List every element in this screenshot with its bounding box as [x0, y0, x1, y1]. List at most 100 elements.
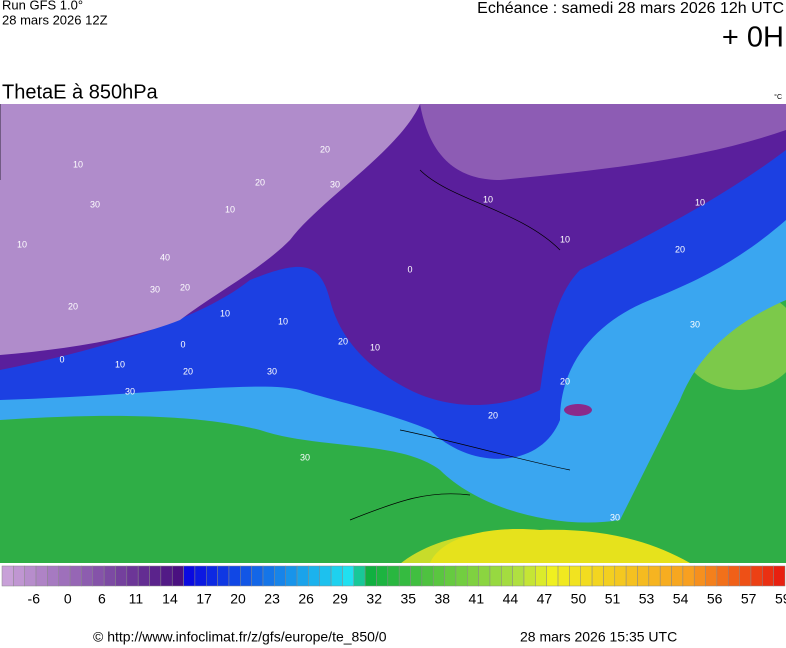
colorbar-label: 57: [741, 591, 757, 607]
run-label: Run GFS 1.0°: [2, 0, 83, 12]
contour-label: 20: [68, 301, 78, 311]
colorbar-swatch: [376, 565, 389, 587]
contour-label: 10: [278, 316, 288, 326]
colorbar-label: 56: [707, 591, 723, 607]
colorbar-label: 6: [98, 591, 106, 607]
map: 10 10 10 20 30 0 10 20 10 30 20 10 30 0 0 30 20 20 20 30 30 2…: [0, 104, 786, 563]
colorbar-swatch: [705, 565, 718, 587]
colorbar-swatch: [580, 565, 593, 587]
contour-label: 30: [690, 319, 700, 329]
unit: °C: [774, 93, 782, 101]
contour-label: 20: [320, 144, 330, 154]
colorbar-swatch: [659, 565, 672, 587]
colorbar-swatch: [137, 565, 150, 587]
colorbar-label: 59: [775, 591, 786, 607]
colorbar-swatch: [432, 565, 445, 587]
colorbar-swatch: [603, 565, 616, 587]
contour-label: 10: [695, 197, 705, 207]
colorbar-swatch: [296, 565, 309, 587]
contour-label: 0: [407, 264, 412, 274]
contour-label: 0: [59, 354, 64, 364]
colorbar-swatch: [535, 565, 547, 587]
contour-label: 30: [300, 452, 310, 462]
contour-label: 20: [488, 410, 498, 420]
colorbar-swatch: [353, 565, 366, 587]
colorbar-swatch: [750, 565, 763, 587]
contour-label: 10: [560, 234, 570, 244]
colorbar-label: 47: [537, 591, 553, 607]
contour-label: 10: [220, 308, 230, 318]
colorbar-label: 17: [196, 591, 212, 607]
colorbar-swatch: [557, 565, 570, 587]
colorbar-label: 14: [162, 591, 178, 607]
colorbar-label: 26: [298, 591, 314, 607]
colorbar-swatch: [546, 565, 559, 587]
map-region: [564, 404, 592, 416]
colorbar-swatch: [92, 565, 105, 587]
colorbar-swatch: [240, 565, 252, 587]
contour-label: 30: [125, 386, 135, 396]
colorbar-label: 32: [366, 591, 382, 607]
colorbar-label: 51: [605, 591, 621, 607]
colorbar-swatch: [69, 565, 82, 587]
contour-label: 10: [73, 159, 83, 169]
colorbar-label: 35: [400, 591, 416, 607]
colorbar-swatch: [682, 565, 695, 587]
echeance: Echéance : samedi 28 mars 2026 12h UTC: [477, 0, 784, 17]
colorbar-label: 53: [639, 591, 655, 607]
map-title: ThetaE à 850hPa: [2, 81, 159, 103]
contour-label: 10: [17, 239, 27, 249]
colorbar-label: 41: [469, 591, 485, 607]
colorbar-label: 44: [503, 591, 519, 607]
colorbar-swatch: [523, 565, 536, 587]
colorbar-swatch: [126, 565, 139, 587]
colorbar-swatch: [262, 565, 275, 587]
colorbar-swatch: [330, 565, 343, 587]
colorbar-swatch: [671, 565, 684, 587]
coastline: [0, 104, 571, 521]
colorbar-swatch: [637, 565, 650, 587]
colorbar-swatch: [773, 565, 786, 587]
map-region: [430, 529, 690, 563]
colorbar-swatch: [398, 565, 411, 587]
generated: 28 mars 2026 15:35 UTC: [520, 629, 677, 645]
colorbar-label: 38: [435, 591, 451, 607]
colorbar-swatch: [716, 565, 729, 587]
contour-label: 10: [115, 359, 125, 369]
colorbar-swatch: [342, 565, 355, 587]
contour-label: 10: [483, 194, 493, 204]
contour-label: 20: [560, 376, 570, 386]
colorbar-label: 29: [332, 591, 348, 607]
colorbar-swatch: [251, 565, 264, 587]
colorbar-swatch: [13, 565, 25, 587]
colorbar-swatch: [1, 565, 14, 587]
contour-label: 30: [150, 284, 160, 294]
colorbar-swatch: [103, 565, 116, 587]
colorbar-swatch: [739, 565, 752, 587]
colorbar-swatch: [489, 565, 502, 587]
contour-label: 10: [225, 204, 235, 214]
colorbar-label: 20: [230, 591, 246, 607]
contour-label: 20: [180, 282, 190, 292]
colorbar-label: 11: [129, 591, 144, 607]
contour-label: 20: [675, 244, 685, 254]
colorbar-swatch: [364, 565, 377, 587]
colorbar-swatch: [47, 565, 59, 587]
colorbar-swatch: [308, 565, 320, 587]
colorbar-swatch: [625, 565, 638, 587]
colorbar-label: 50: [571, 591, 587, 607]
colorbar-swatch: [274, 565, 286, 587]
colorbar-swatch: [58, 565, 71, 587]
colorbar-swatch: [24, 565, 37, 587]
colorbar-swatch: [183, 565, 196, 587]
colorbar-swatch: [455, 565, 468, 587]
colorbar-swatch: [194, 565, 207, 587]
contour-label: 40: [160, 252, 170, 262]
source: © http://www.infoclimat.fr/z/gfs/europe/…: [93, 629, 387, 645]
colorbar-label: 0: [64, 591, 72, 607]
colorbar-swatch: [410, 565, 423, 587]
colorbar-swatch: [693, 565, 706, 587]
colorbar-swatch: [467, 565, 479, 587]
colorbar-label: -6: [28, 591, 41, 607]
run-time: 28 mars 2026 12Z: [2, 12, 108, 27]
